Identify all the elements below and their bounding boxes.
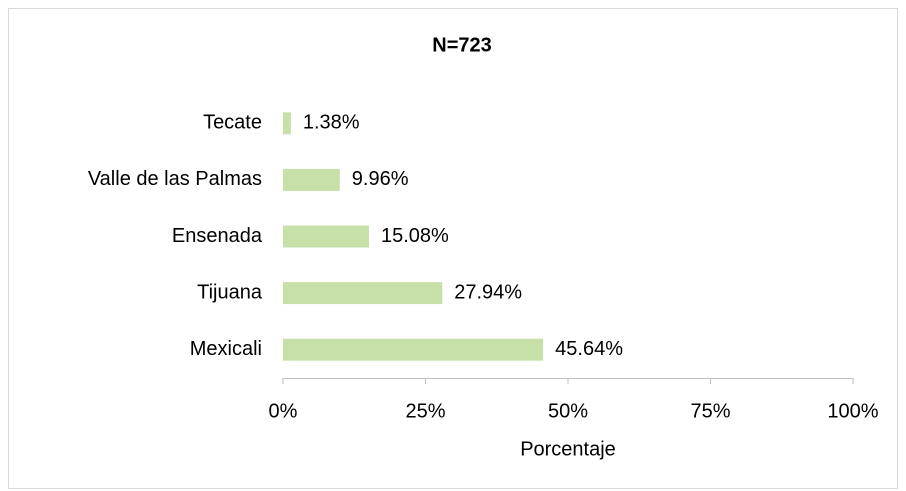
data-label: 9.96% <box>352 168 409 190</box>
bar <box>283 168 340 191</box>
data-label: 15.08% <box>381 225 449 247</box>
y-tick-label: Ensenada <box>172 225 263 247</box>
bar <box>283 112 291 135</box>
x-axis-title: Porcentaje <box>520 438 616 460</box>
x-tick-label: 50% <box>548 400 588 422</box>
y-tick-label: Tijuana <box>197 281 263 303</box>
data-label: 45.64% <box>555 338 623 360</box>
bar <box>283 225 369 248</box>
y-tick-label: Tecate <box>203 112 262 134</box>
y-tick-label: Valle de las Palmas <box>88 168 262 190</box>
bar <box>283 338 544 361</box>
data-label: 1.38% <box>303 112 360 134</box>
chart-frame <box>8 8 898 489</box>
data-label: 27.94% <box>454 281 522 303</box>
x-tick-label: 0% <box>269 400 298 422</box>
x-tick-label: 100% <box>827 400 878 422</box>
chart-title: N=723 <box>432 34 492 56</box>
x-tick-label: 25% <box>405 400 445 422</box>
bar <box>283 282 443 305</box>
x-tick-label: 75% <box>690 400 730 422</box>
y-tick-label: Mexicali <box>190 338 262 360</box>
